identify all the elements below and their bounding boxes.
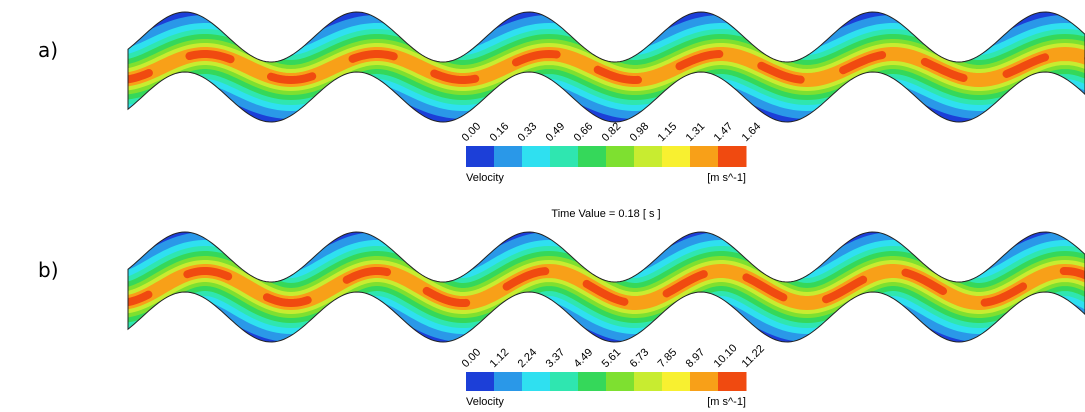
colorbar-tick-label: 0.33	[516, 120, 540, 144]
colorbar-segment	[550, 146, 579, 167]
colorbar-segment	[634, 372, 663, 391]
contour-core	[128, 266, 1085, 308]
colorbar-segment	[578, 372, 607, 391]
contour	[128, 232, 1085, 342]
colorbar-tick-label: 0.98	[628, 120, 652, 144]
contour	[128, 12, 1085, 122]
colorbar-tick-label: 1.12	[488, 346, 512, 370]
panel-label: b)	[38, 258, 59, 282]
colorbar-segment	[718, 146, 747, 167]
colorbar-segment	[522, 372, 551, 391]
colorbar-segment	[662, 146, 691, 167]
colorbar-tick-label: 0.82	[600, 120, 624, 144]
colorbar-segment	[690, 372, 719, 391]
channel-wall	[127, 11, 1085, 123]
colorbar-units: [m s^-1]	[707, 396, 746, 408]
colorbar-tick-label: 6.73	[628, 346, 652, 370]
colorbar-units: [m s^-1]	[707, 172, 746, 184]
colorbar-tick-label: 1.15	[656, 120, 680, 144]
contour-core	[128, 49, 1085, 85]
colorbar-tick-label: 0.00	[460, 346, 484, 370]
colorbar-tick-label: 10.10	[712, 342, 740, 370]
colorbar-segment	[522, 146, 551, 167]
colorbar-tick-label: 11.22	[740, 343, 767, 370]
colorbar-tick-label: 1.64	[740, 120, 764, 144]
colorbar-segment	[466, 146, 495, 167]
time-value: Time Value = 0.18 [ s ]	[551, 208, 660, 220]
colorbar-segment	[606, 146, 635, 167]
colorbar-tick-label: 0.66	[572, 120, 596, 144]
colorbar-segment	[662, 372, 691, 391]
colorbar-tick-label: 7.85	[656, 346, 680, 370]
colorbar-tick-label: 1.47	[712, 120, 736, 144]
colorbar-tick-label: 0.16	[488, 120, 512, 144]
colorbar-segment	[690, 146, 719, 167]
colorbar-tick-label: 0.49	[544, 120, 568, 144]
colorbar-tick-label: 0.00	[460, 120, 484, 144]
colorbar-segment	[550, 372, 579, 391]
colorbar-segment	[606, 372, 635, 391]
colorbar-tick-label: 2.24	[516, 346, 540, 370]
colorbar-segment	[466, 372, 495, 391]
colorbar-segment	[494, 372, 523, 391]
colorbar-segment	[578, 146, 607, 167]
colorbar-tick-label: 3.37	[544, 346, 568, 370]
colorbar-tick-label: 8.97	[684, 346, 708, 370]
colorbar-title: Velocity	[466, 396, 504, 408]
panel-label: a)	[38, 38, 58, 62]
colorbar-title: Velocity	[466, 172, 504, 184]
colorbar-tick-label: 5.61	[600, 346, 624, 370]
colorbar-tick-label: 1.31	[684, 120, 708, 144]
colorbar-segment	[494, 146, 523, 167]
colorbar-tick-label: 4.49	[572, 346, 596, 370]
channel-wall	[127, 231, 1085, 343]
colorbar-segment	[718, 372, 747, 391]
colorbar-segment	[634, 146, 663, 167]
